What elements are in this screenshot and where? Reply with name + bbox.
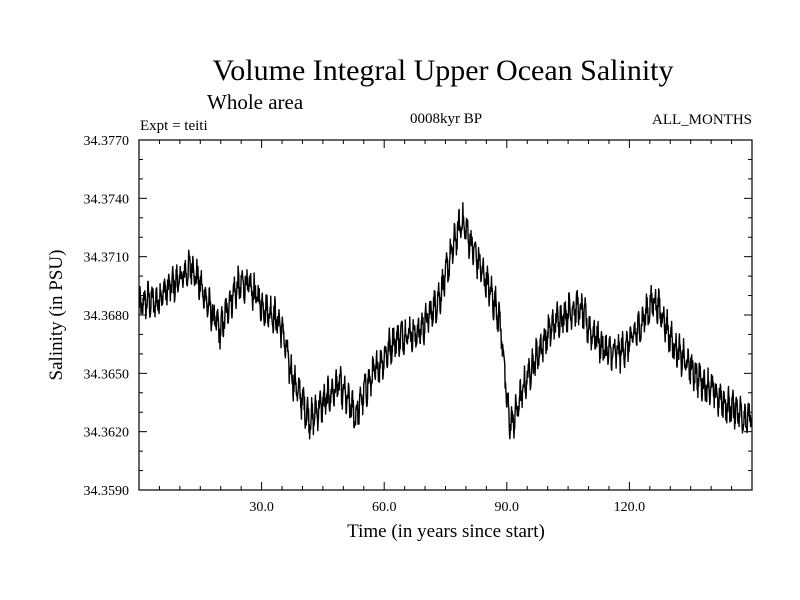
y-axis: 34.3590 34.3620 34.3650 34.3680 34.3710 34.37…: [84, 134, 752, 499]
period-label: 0008kyr BP: [410, 111, 482, 127]
x-axis-label: Time (in years since start): [347, 521, 545, 542]
y-tick-label: 34.3740: [84, 192, 130, 207]
months-label: ALL_MONTHS: [652, 112, 752, 128]
chart-subtitle: Whole area: [207, 90, 304, 114]
x-tick-label: 90.0: [495, 500, 520, 515]
chart-title: Volume Integral Upper Ocean Salinity: [213, 54, 674, 87]
salinity-series-line: [138, 202, 753, 440]
y-tick-label: 34.3590: [84, 484, 130, 499]
y-tick-label: 34.3770: [84, 134, 130, 149]
y-tick-label: 34.3710: [84, 251, 130, 266]
x-tick-label: 30.0: [249, 500, 274, 515]
x-tick-label: 120.0: [614, 500, 646, 515]
y-axis-label: Salinity (in PSU): [46, 250, 67, 381]
y-tick-label: 34.3620: [84, 426, 130, 441]
y-tick-label: 34.3650: [84, 367, 130, 382]
y-tick-label: 34.3680: [84, 309, 130, 324]
x-tick-label: 60.0: [372, 500, 397, 515]
experiment-label: Expt = teiti: [140, 118, 208, 134]
x-axis: 30.0 60.0 90.0 120.0: [158, 140, 733, 515]
